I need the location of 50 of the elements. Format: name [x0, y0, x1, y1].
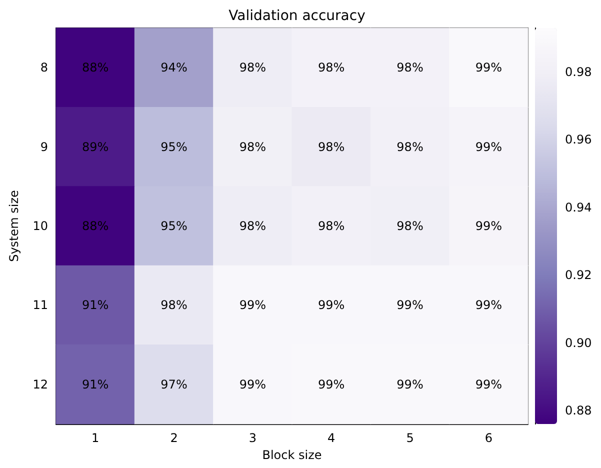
color-bar-label: 0.90: [565, 336, 592, 350]
x-axis-title: Block size: [262, 448, 322, 462]
data-label: 95%: [160, 140, 188, 154]
color-bar-label: 0.92: [565, 268, 592, 282]
data-label: 99%: [475, 60, 502, 75]
data-label: 98%: [396, 219, 424, 233]
color-bar-label: 0.88: [565, 403, 592, 418]
data-label: 99%: [239, 377, 266, 392]
data-label: 98%: [396, 140, 424, 154]
x-tick-label: 4: [328, 431, 336, 445]
data-label: 88%: [82, 60, 109, 75]
data-label: 99%: [239, 298, 266, 312]
data-label: 99%: [396, 377, 424, 392]
y-tick-label: 10: [32, 219, 48, 233]
chart-title: Validation accuracy: [228, 8, 366, 24]
data-label: 98%: [239, 219, 266, 233]
color-bar-label: 0.98: [565, 65, 592, 79]
x-tick-label: 3: [248, 431, 256, 445]
x-tick-label: 1: [92, 431, 100, 445]
data-label: 98%: [318, 60, 345, 75]
data-label: 94%: [160, 60, 188, 75]
color-bar-label: 0.96: [565, 132, 592, 147]
y-tick-label: 9: [40, 140, 48, 154]
data-label: 99%: [475, 140, 502, 154]
color-bar-label: 0.94: [565, 200, 592, 214]
data-label: 89%: [82, 140, 109, 154]
data-label: 98%: [318, 140, 345, 154]
data-label: 91%: [82, 298, 109, 312]
x-tick-label: 5: [406, 431, 414, 445]
y-tick-label: 11: [32, 298, 48, 312]
data-label: 98%: [396, 60, 424, 75]
data-label: 91%: [82, 377, 109, 392]
y-tick-label: 12: [32, 377, 48, 392]
x-tick-label: 2: [170, 431, 178, 445]
data-label: 99%: [318, 377, 345, 392]
data-label: 98%: [318, 219, 345, 233]
data-label: 88%: [82, 219, 109, 233]
y-tick-label: 8: [40, 60, 48, 75]
data-label: 97%: [160, 377, 188, 392]
data-label: 99%: [318, 298, 345, 312]
data-label: 99%: [475, 298, 502, 312]
y-axis-title: System size: [7, 190, 21, 262]
data-label: 99%: [475, 377, 502, 392]
data-label: 99%: [396, 298, 424, 312]
data-label: 98%: [239, 60, 266, 75]
data-label: 98%: [160, 298, 188, 312]
data-label: 99%: [475, 219, 502, 233]
x-tick-label: 6: [484, 431, 492, 445]
data-label: 95%: [160, 219, 188, 233]
data-label: 98%: [239, 140, 266, 154]
